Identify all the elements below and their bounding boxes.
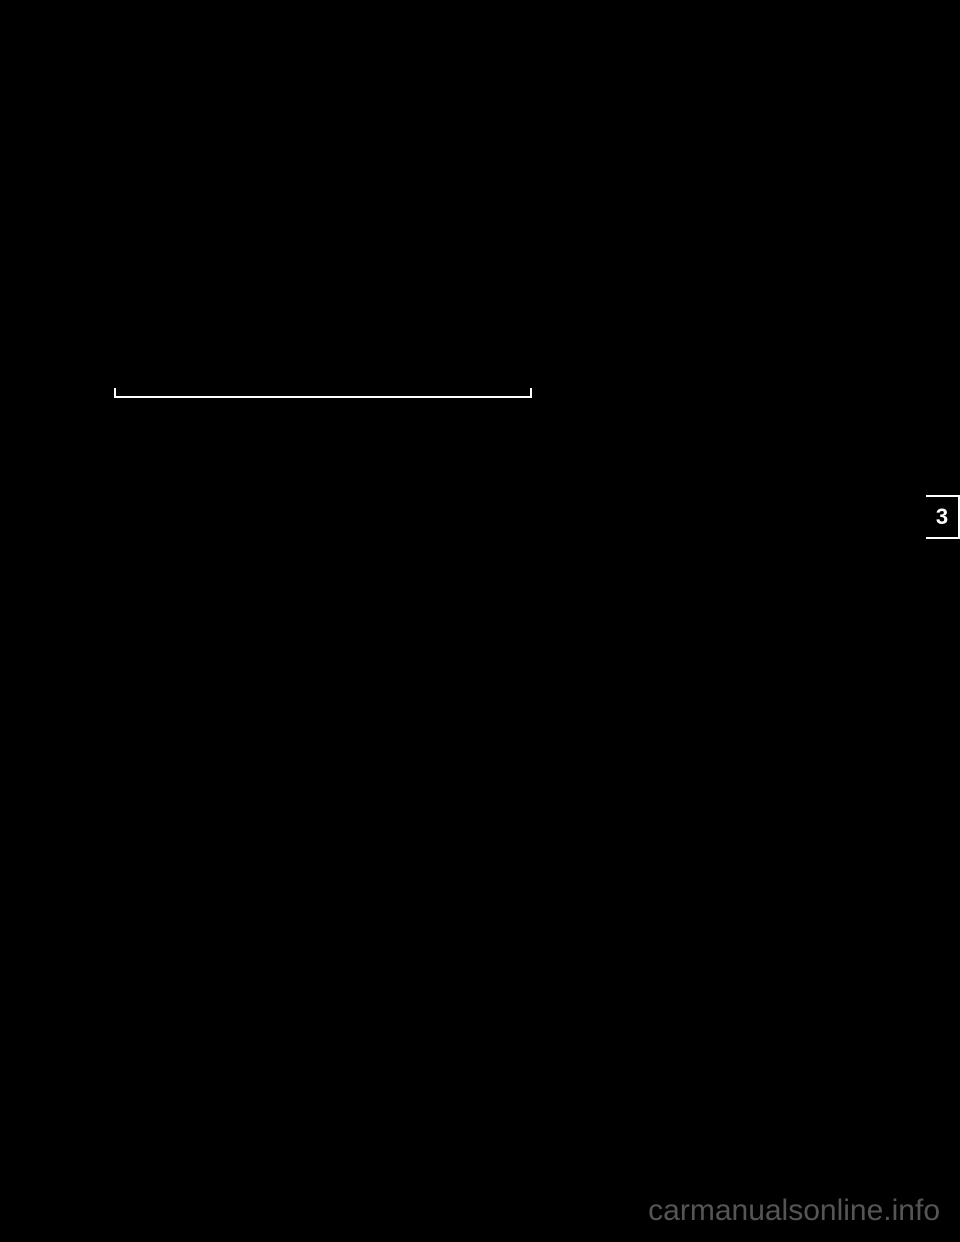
divider-tick-right [530, 388, 532, 398]
watermark-text: carmanualsonline.info [648, 1194, 940, 1228]
section-tab: 3 [926, 495, 960, 539]
section-tab-number: 3 [936, 504, 948, 530]
divider-line-horizontal [114, 396, 532, 398]
divider-tick-left [114, 388, 116, 398]
